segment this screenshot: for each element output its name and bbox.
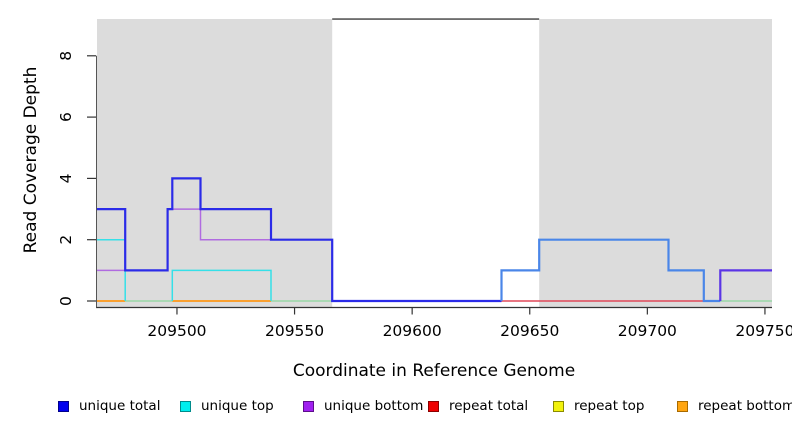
- legend-swatch: [677, 400, 688, 412]
- legend-label: repeat bottom: [698, 398, 792, 414]
- x-tick-label: 209750: [735, 322, 792, 340]
- legend-swatch: [58, 400, 69, 412]
- x-axis-title: Coordinate in Reference Genome: [293, 361, 575, 381]
- y-tick-label: 4: [57, 173, 75, 183]
- legend-swatch: [180, 400, 191, 412]
- coverage-step-line: [500, 238, 721, 303]
- legend-item-repeat-total: repeat total: [428, 395, 528, 417]
- legend-label: repeat total: [449, 398, 529, 414]
- x-tick-label: 209650: [500, 322, 559, 340]
- legend-swatch: [303, 400, 314, 412]
- y-tick-label: 8: [57, 51, 75, 61]
- axes: 209500 209550 209600 209650 209700 209750 0 2 4 6…: [57, 51, 792, 340]
- y-tick-label: 0: [57, 296, 75, 306]
- coverage-step-line: [719, 269, 772, 301]
- legend-label: unique top: [201, 398, 274, 414]
- y-tick-label: 6: [57, 112, 75, 122]
- plot-legend: unique total unique top unique bottom repea…: [0, 395, 792, 419]
- x-tick-label: 209500: [147, 322, 206, 340]
- y-axis-title: Read Coverage Depth: [21, 67, 41, 254]
- coverage-step-line: [97, 177, 502, 303]
- legend-label: unique total: [79, 398, 161, 414]
- repeat-region-shading: [97, 19, 772, 308]
- x-tick-label: 209550: [265, 322, 324, 340]
- legend-item-repeat-top: repeat top: [553, 395, 644, 417]
- coverage-step-lines: [97, 177, 772, 303]
- legend-item-unique-total: unique total: [58, 395, 160, 417]
- x-tick-label: 209600: [383, 322, 442, 340]
- repeat-region: [97, 19, 333, 308]
- legend-swatch: [553, 400, 564, 412]
- coverage-step-line: [171, 269, 272, 301]
- y-tick-label: 2: [57, 235, 75, 245]
- legend-label: unique bottom: [324, 398, 424, 414]
- legend-swatch: [428, 400, 439, 412]
- x-tick-label: 209700: [618, 322, 677, 340]
- legend-item-unique-bottom: unique bottom: [303, 395, 423, 417]
- legend-item-unique-top: unique top: [180, 395, 274, 417]
- legend-item-repeat-bottom: repeat bottom: [677, 395, 792, 417]
- legend-label: repeat top: [574, 398, 645, 414]
- repeat-region: [539, 19, 772, 308]
